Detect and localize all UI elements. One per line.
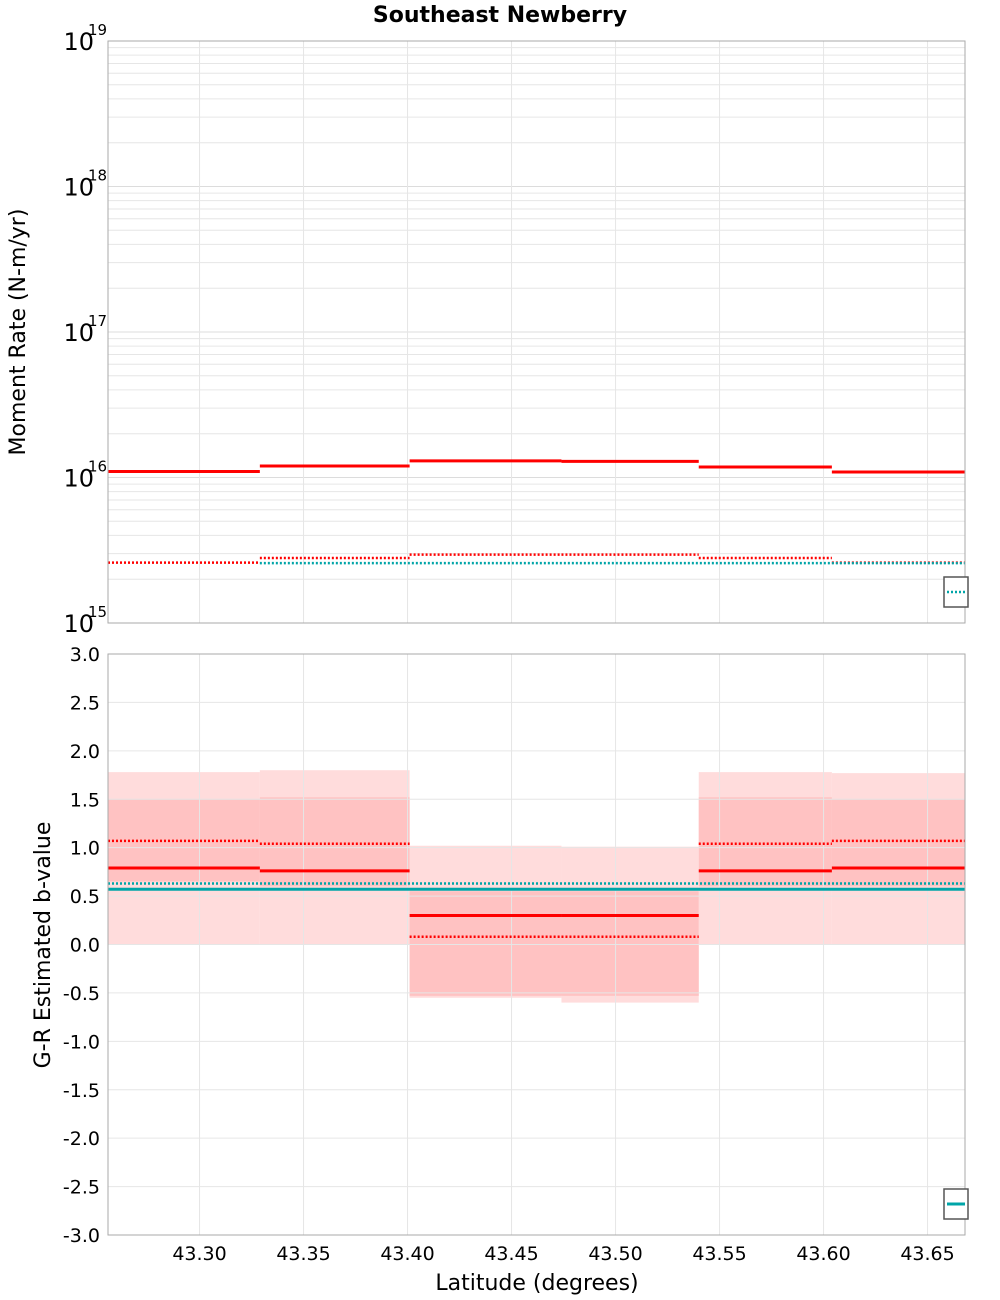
top-y-tick-exponent: 15 — [88, 603, 107, 621]
top-series — [108, 459, 965, 565]
bottom-y-tick-label: 0.0 — [70, 935, 100, 957]
chart-title: Southeast Newberry — [373, 3, 627, 28]
top-legend-box — [943, 576, 969, 608]
inner-band-segment — [259, 797, 410, 887]
bottom-y-tick-label: 1.0 — [70, 838, 100, 860]
x-tick-label: 43.65 — [900, 1243, 954, 1265]
bottom-y-tick-label: 2.5 — [70, 692, 100, 714]
bottom-y-tick-label: -2.0 — [63, 1128, 100, 1150]
bottom-y-axis-label: G-R Estimated b-value — [31, 822, 56, 1069]
bottom-panel-frame — [107, 653, 966, 1236]
inner-band-segment — [561, 891, 699, 996]
top-y-tick-exponent: 16 — [88, 458, 107, 476]
x-tick-label: 43.30 — [172, 1243, 226, 1265]
bottom-y-tick-label: -1.5 — [63, 1080, 100, 1102]
top-y-axis-label: Moment Rate (N-m/yr) — [6, 209, 31, 456]
bottom-y-tick-label: -0.5 — [63, 983, 100, 1005]
x-tick-label: 43.50 — [588, 1243, 642, 1265]
x-tick-label: 43.45 — [484, 1243, 538, 1265]
bottom-legend-box — [943, 1188, 969, 1220]
bottom-series — [108, 839, 965, 939]
top-grid — [108, 40, 965, 624]
x-tick-label: 43.40 — [380, 1243, 434, 1265]
top-y-tick-exponent: 18 — [88, 167, 107, 185]
bottom-y-tick-label: 2.0 — [70, 741, 100, 763]
top-y-tick-base: 10 — [63, 319, 94, 347]
bottom-y-ticks: 3.0 2.5 2.0 1.5 1.0 0.5 0.0 -0.5 -1.0 -1.5 -2.0 -2.… — [63, 644, 100, 1247]
bottom-y-tick-label: 0.5 — [70, 886, 100, 908]
top-y-tick-base: 10 — [63, 174, 94, 202]
top-y-tick-exponent: 19 — [88, 21, 107, 39]
bottom-y-tick-label: -3.0 — [63, 1225, 100, 1247]
x-tick-label: 43.35 — [276, 1243, 330, 1265]
x-tick-label: 43.60 — [796, 1243, 850, 1265]
top-panel-frame — [107, 40, 966, 624]
inner-band-segment — [831, 799, 965, 887]
bottom-y-tick-label: 3.0 — [70, 644, 100, 666]
top-y-tick-exponent: 17 — [88, 312, 107, 330]
inner-band-segment — [409, 891, 562, 996]
x-tick-label: 43.55 — [692, 1243, 746, 1265]
bottom-x-ticks: 43.30 43.35 43.40 43.45 43.50 43.55 43.60 43.65 — [172, 1243, 954, 1265]
top-y-tick-base: 10 — [63, 610, 94, 638]
top-y-tick-base: 10 — [63, 465, 94, 493]
x-axis-label: Latitude (degrees) — [435, 1271, 638, 1296]
bottom-y-tick-label: -1.0 — [63, 1031, 100, 1053]
top-y-tick-base: 10 — [63, 28, 94, 56]
bottom-y-tick-label: -2.5 — [63, 1177, 100, 1199]
bottom-panel: 3.0 2.5 2.0 1.5 1.0 0.5 0.0 -0.5 -1.0 -1.5 -2.0 -2.… — [31, 644, 969, 1296]
bottom-y-tick-label: 1.5 — [70, 789, 100, 811]
inner-band-segment — [698, 797, 832, 887]
